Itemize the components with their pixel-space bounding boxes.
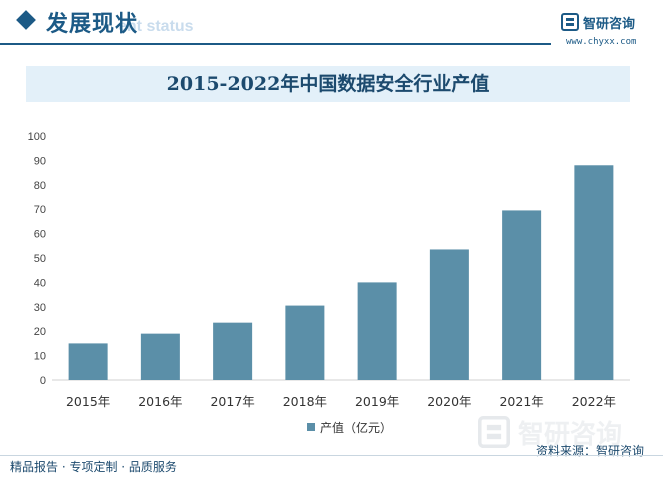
x-tick-label: 2021年 <box>499 394 543 409</box>
x-tick-label: 2019年 <box>355 394 399 409</box>
legend-label: 产值（亿元） <box>320 420 392 435</box>
x-tick-label: 2016年 <box>138 394 182 409</box>
x-tick-label: 2022年 <box>572 394 616 409</box>
x-tick-label: 2020年 <box>427 394 471 409</box>
bar <box>140 333 180 380</box>
chart-title: 2015-2022年中国数据安全行业产值 <box>166 73 490 95</box>
y-tick-label: 40 <box>34 277 46 289</box>
y-tick-label: 70 <box>34 204 46 216</box>
bar <box>502 210 542 380</box>
header: ent status 发展现状 智研咨询 www.chyxx.com <box>0 0 663 50</box>
x-tick-label: 2015年 <box>66 394 110 409</box>
y-tick-label: 20 <box>34 326 46 338</box>
bar <box>357 282 397 380</box>
bar-chart: 0 10 20 30 40 50 60 70 80 90 100 2015年 2016年 2017年 201… <box>28 131 630 435</box>
y-tick-label: 90 <box>34 155 46 167</box>
x-tick-label: 2017年 <box>210 394 254 409</box>
watermark-logo-icon <box>478 416 510 448</box>
bar <box>68 343 108 380</box>
bar <box>285 305 325 380</box>
brand-url: www.chyxx.com <box>566 37 637 47</box>
header-divider <box>0 43 551 45</box>
section-subtitle: ent status <box>118 18 194 35</box>
brand-watermark: 智研咨询 <box>478 414 658 450</box>
section-title: 发展现状 <box>46 12 139 37</box>
brand-name: 智研咨询 <box>583 17 636 32</box>
chart-title-bar: 2015-2022年中国数据安全行业产值 <box>26 66 630 102</box>
footer-slogan: 精品报告 · 专项定制 · 品质服务 <box>10 460 177 474</box>
x-tick-label: 2018年 <box>283 394 327 409</box>
y-tick-label: 100 <box>28 131 46 143</box>
bar <box>429 249 469 380</box>
bar <box>574 165 614 380</box>
legend-swatch <box>307 423 315 431</box>
watermark-text: 智研咨询 <box>518 420 623 450</box>
source-text: 资料来源：智研咨询 <box>536 444 645 458</box>
y-tick-label: 80 <box>34 180 46 192</box>
brand: 智研咨询 <box>561 12 661 32</box>
brand-logo-icon <box>561 13 579 31</box>
y-tick-label: 50 <box>34 253 46 265</box>
y-tick-label: 0 <box>40 375 46 387</box>
y-tick-label: 10 <box>34 351 46 363</box>
bar <box>213 322 253 380</box>
diamond-icon <box>16 10 36 30</box>
y-tick-label: 30 <box>34 302 46 314</box>
footer-divider <box>0 455 663 456</box>
y-tick-label: 60 <box>34 229 46 241</box>
